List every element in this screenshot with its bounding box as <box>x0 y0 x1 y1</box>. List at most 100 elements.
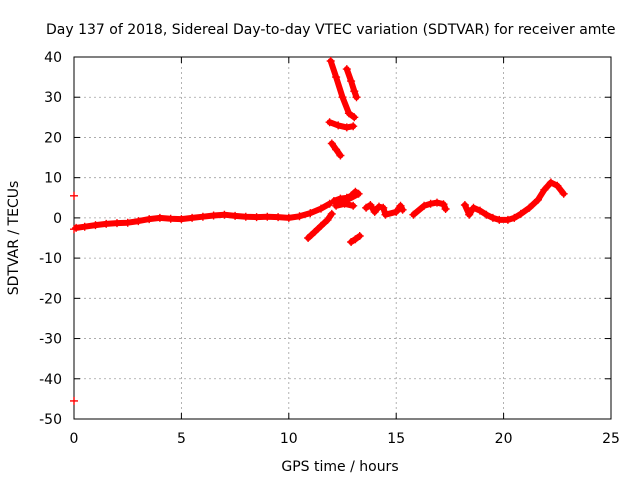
data-point <box>516 209 525 218</box>
data-point <box>70 396 78 405</box>
data-point <box>274 213 283 222</box>
data-point <box>381 210 390 219</box>
data-point <box>113 219 121 228</box>
data-point <box>510 213 519 222</box>
data-point <box>355 232 364 240</box>
y-tick-label: -30 <box>39 332 62 348</box>
data-point <box>476 206 484 215</box>
data-point <box>482 210 491 219</box>
data-point <box>441 205 450 213</box>
data-point <box>198 212 207 221</box>
data-point <box>362 203 371 212</box>
x-tick-label: 10 <box>280 431 298 447</box>
x-tick-label: 25 <box>602 431 620 447</box>
data-point <box>398 205 407 214</box>
x-tick-label: 5 <box>177 431 186 447</box>
data-point <box>344 109 353 118</box>
data-point <box>409 210 418 219</box>
data-series <box>70 57 568 405</box>
data-point <box>351 235 360 244</box>
data-point <box>495 215 504 224</box>
data-point <box>469 203 478 212</box>
data-point <box>503 215 512 224</box>
data-point <box>332 201 341 210</box>
data-point <box>392 207 401 216</box>
y-tick-label: -40 <box>39 372 62 388</box>
data-point <box>546 178 555 187</box>
y-tick-label: 0 <box>53 211 62 227</box>
data-point <box>91 221 100 230</box>
x-tick-label: 15 <box>387 431 405 447</box>
data-point <box>329 197 338 205</box>
data-point <box>338 93 347 102</box>
data-point <box>102 219 111 228</box>
data-point <box>295 212 304 221</box>
data-point <box>342 193 351 202</box>
data-point <box>354 189 363 198</box>
data-point <box>349 122 358 131</box>
data-point <box>488 213 497 222</box>
data-point <box>304 234 313 242</box>
y-tick-label: 40 <box>44 50 62 66</box>
data-point <box>188 213 197 222</box>
data-point <box>347 191 356 200</box>
y-tick-label: 30 <box>44 90 62 106</box>
data-point <box>534 195 542 204</box>
data-point <box>231 211 240 220</box>
data-point <box>317 204 325 213</box>
data-point <box>155 213 164 222</box>
data-point <box>342 123 351 132</box>
data-point <box>370 207 379 216</box>
data-point <box>263 212 272 221</box>
data-point <box>332 73 341 82</box>
data-point <box>70 191 78 200</box>
data-point <box>350 87 359 96</box>
data-point <box>379 203 388 212</box>
data-point <box>327 139 336 148</box>
data-point <box>525 203 534 212</box>
data-point <box>349 201 358 210</box>
grid <box>74 57 611 419</box>
data-point <box>70 225 78 234</box>
data-point <box>465 210 474 219</box>
data-point <box>220 210 229 219</box>
x-axis-title: GPS time / hours <box>281 459 398 475</box>
data-point <box>166 214 175 223</box>
x-tick-labels: 0 5 10 15 20 25 <box>70 431 620 447</box>
data-point <box>366 201 375 209</box>
data-point <box>553 181 562 190</box>
data-point <box>336 151 345 160</box>
data-point <box>325 199 334 208</box>
data-point <box>323 215 332 224</box>
data-point <box>325 118 334 127</box>
y-tick-label: -20 <box>39 291 62 307</box>
data-point <box>426 199 435 208</box>
data-point <box>80 222 89 231</box>
data-point <box>317 221 325 230</box>
data-point <box>439 200 448 209</box>
data-point <box>241 212 250 221</box>
data-point <box>336 194 345 203</box>
data-point <box>559 189 568 198</box>
data-point <box>145 215 154 224</box>
data-point <box>310 228 319 236</box>
data-point <box>209 211 218 220</box>
data-point <box>375 202 383 211</box>
x-tick-label: 20 <box>495 431 513 447</box>
data-point <box>340 199 349 208</box>
data-point <box>350 113 359 122</box>
data-point <box>347 238 356 246</box>
data-point <box>352 93 361 102</box>
data-point <box>326 57 335 65</box>
data-point <box>306 209 315 218</box>
x-tick-label: 0 <box>70 431 79 447</box>
y-tick-label: 10 <box>44 171 62 187</box>
data-point <box>252 213 261 222</box>
series-line-cluster-18-20 <box>461 179 567 223</box>
y-tick-labels: -50 -40 -30 -20 -10 0 10 20 30 40 <box>39 50 62 428</box>
y-tick-label: 20 <box>44 130 62 146</box>
data-point <box>460 201 469 209</box>
data-point <box>347 77 356 86</box>
data-point <box>123 218 132 227</box>
